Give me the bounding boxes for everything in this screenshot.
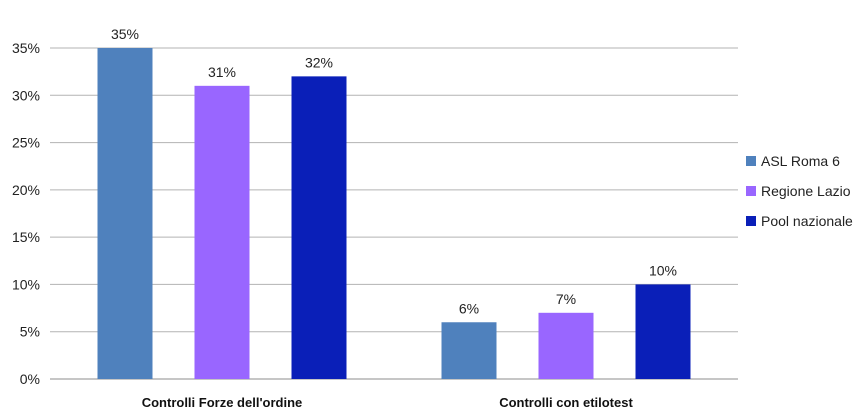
y-tick-label: 35% bbox=[12, 40, 40, 56]
bar bbox=[441, 322, 497, 379]
gridlines bbox=[50, 47, 738, 380]
y-tick-label: 5% bbox=[20, 324, 40, 340]
y-axis-ticks: 0% 5% 10% 15% 20% 25% 30% 35% bbox=[12, 40, 40, 387]
data-label: 32% bbox=[305, 54, 333, 70]
x-category-label: Controlli con etilotest bbox=[499, 395, 633, 410]
data-label: 6% bbox=[459, 300, 479, 316]
bar bbox=[291, 76, 347, 379]
data-label: 35% bbox=[111, 26, 139, 42]
data-labels: 35% 31% 32% 6% 7% 10% bbox=[111, 26, 677, 316]
bars bbox=[97, 48, 691, 379]
legend-swatch bbox=[746, 186, 756, 196]
data-label: 10% bbox=[649, 262, 677, 278]
legend: ASL Roma 6 Regione Lazio Pool nazionale bbox=[746, 153, 853, 229]
y-tick-label: 30% bbox=[12, 87, 40, 103]
data-label: 7% bbox=[556, 291, 576, 307]
bar bbox=[635, 284, 691, 379]
legend-label: ASL Roma 6 bbox=[761, 153, 840, 169]
x-axis-categories: Controlli Forze dell'ordine Controlli con… bbox=[142, 395, 634, 410]
legend-label: Regione Lazio bbox=[761, 183, 851, 199]
legend-label: Pool nazionale bbox=[761, 213, 853, 229]
y-tick-label: 10% bbox=[12, 276, 40, 292]
bar bbox=[538, 312, 594, 379]
y-tick-label: 0% bbox=[20, 371, 40, 387]
bar bbox=[97, 48, 153, 379]
y-tick-label: 15% bbox=[12, 229, 40, 245]
bar bbox=[194, 85, 250, 379]
data-label: 31% bbox=[208, 64, 236, 80]
x-category-label: Controlli Forze dell'ordine bbox=[142, 395, 303, 410]
y-tick-label: 20% bbox=[12, 182, 40, 198]
legend-swatch bbox=[746, 216, 756, 226]
y-tick-label: 25% bbox=[12, 135, 40, 151]
legend-swatch bbox=[746, 156, 756, 166]
